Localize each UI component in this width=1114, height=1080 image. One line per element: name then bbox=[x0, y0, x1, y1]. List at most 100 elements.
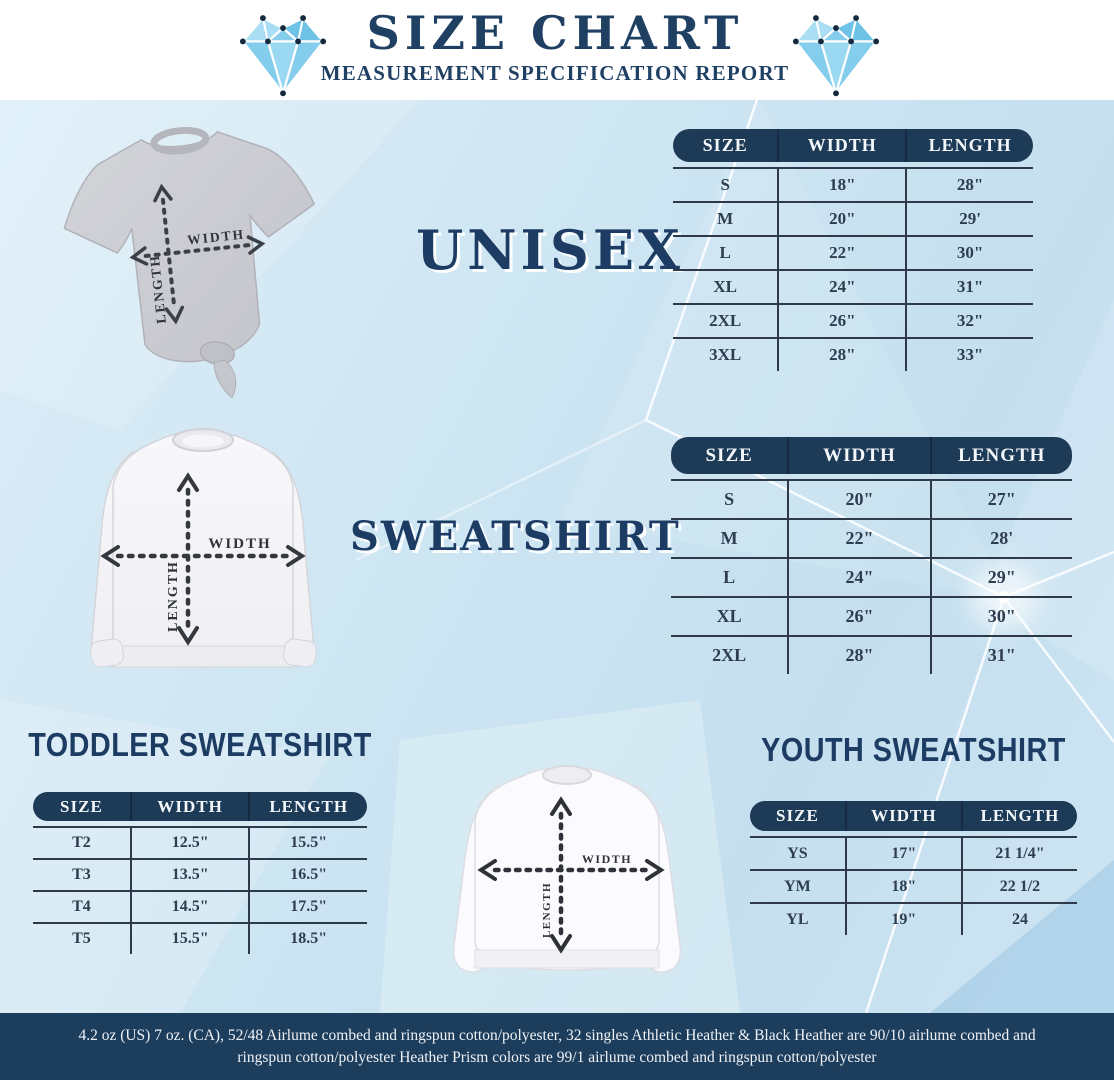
toddler-size-table: SIZE WIDTH LENGTH T2 12.5" 15.5" T3 13.5" 16.5" T… bbox=[33, 792, 367, 954]
footer-fabric-note: 4.2 oz (US) 7 oz. (CA), 52/48 Airlume co… bbox=[0, 1013, 1114, 1080]
toddler-hem bbox=[474, 949, 660, 969]
measurement-arrows bbox=[477, 796, 665, 954]
table-cell: 18" bbox=[844, 871, 961, 902]
table-header-row: SIZE WIDTH LENGTH bbox=[750, 801, 1077, 831]
table-cell: 29' bbox=[905, 203, 1033, 235]
width-arrow-label: WIDTH bbox=[208, 536, 271, 552]
table-body: S 18" 28" M 20" 29' L 22" 30" XL 24" 31" 2XL 26" 32" 3X… bbox=[673, 167, 1033, 371]
table-row: 2XL 28" 31" bbox=[671, 637, 1072, 674]
sweatshirt-collar-inner bbox=[182, 434, 224, 448]
table-cell: 30" bbox=[905, 237, 1033, 269]
section-label-toddler: TODDLER SWEATSHIRT bbox=[28, 726, 372, 764]
column-header: SIZE bbox=[776, 806, 819, 825]
table-cell: S bbox=[724, 489, 735, 509]
column-header: SIZE bbox=[702, 135, 748, 155]
table-row: T3 13.5" 16.5" bbox=[33, 860, 367, 892]
unisex-size-table: SIZE WIDTH LENGTH S 18" 28" M 20" 29' L 22" 30" XL 24… bbox=[673, 129, 1033, 371]
table-body: S 20" 27" M 22" 28' L 24" 29" XL 26" 30" 2XL 28" 31" bbox=[671, 479, 1072, 674]
table-cell: 3XL bbox=[709, 345, 742, 364]
table-row: T2 12.5" 15.5" bbox=[33, 828, 367, 860]
measurement-arrows bbox=[129, 183, 266, 325]
column-header: LENGTH bbox=[905, 129, 1033, 162]
table-row: XL 24" 31" bbox=[673, 271, 1033, 305]
sweatshirt-hem bbox=[112, 645, 294, 668]
toddler-collar bbox=[542, 765, 592, 785]
table-cell: 28" bbox=[777, 339, 905, 371]
measurement-arrows bbox=[100, 472, 306, 646]
column-header: WIDTH bbox=[844, 801, 961, 831]
table-row: T5 15.5" 18.5" bbox=[33, 924, 367, 954]
table-cell: 15.5" bbox=[129, 924, 249, 954]
table-cell: 18" bbox=[777, 169, 905, 201]
tshirt-knot-tail bbox=[213, 359, 237, 399]
table-cell: 24" bbox=[777, 271, 905, 303]
table-cell: 20" bbox=[787, 481, 929, 518]
column-header: WIDTH bbox=[777, 129, 905, 162]
tshirt-measurement-image: WIDTH LENGTH bbox=[63, 126, 316, 399]
table-cell: 30" bbox=[929, 598, 1072, 635]
tshirt-collar bbox=[150, 126, 210, 155]
table-row: YS 17" 21 1/4" bbox=[750, 838, 1077, 871]
table-cell: 31" bbox=[929, 637, 1072, 674]
table-cell: XL bbox=[713, 277, 737, 296]
table-cell: YL bbox=[786, 910, 809, 928]
table-row: M 20" 29' bbox=[673, 203, 1033, 237]
column-header: LENGTH bbox=[960, 801, 1077, 831]
table-cell: XL bbox=[716, 606, 742, 626]
table-cell: 17" bbox=[844, 838, 961, 869]
length-arrow-label: LENGTH bbox=[541, 882, 553, 938]
column-header: LENGTH bbox=[929, 437, 1072, 474]
length-arrow-label: LENGTH bbox=[147, 253, 169, 324]
table-cell: 2XL bbox=[712, 645, 747, 665]
column-header: WIDTH bbox=[129, 792, 249, 821]
table-cell: M bbox=[720, 528, 738, 548]
table-row: S 18" 28" bbox=[673, 169, 1033, 203]
length-arrow-label: LENGTH bbox=[166, 560, 181, 632]
table-cell: 29" bbox=[929, 559, 1072, 596]
header: SIZE CHART MEASUREMENT SPECIFICATION REP… bbox=[0, 0, 1114, 100]
table-cell: T2 bbox=[72, 834, 91, 851]
table-cell: 26" bbox=[777, 305, 905, 337]
table-cell: 28" bbox=[905, 169, 1033, 201]
width-arrow-label: WIDTH bbox=[582, 852, 632, 866]
sweatshirt-measurement-image: WIDTH LENGTH bbox=[90, 428, 317, 668]
table-cell: 15.5" bbox=[248, 828, 367, 858]
table-cell: 22" bbox=[777, 237, 905, 269]
page-subtitle: MEASUREMENT SPECIFICATION REPORT bbox=[320, 61, 790, 85]
footer-text-line: ringspun cotton/polyester Heather Prism … bbox=[237, 1048, 877, 1066]
table-cell: 24" bbox=[787, 559, 929, 596]
table-body: T2 12.5" 15.5" T3 13.5" 16.5" T4 14.5" 17.5" T5 15… bbox=[33, 826, 367, 954]
table-row: L 22" 30" bbox=[673, 237, 1033, 271]
table-header-row: SIZE WIDTH LENGTH bbox=[33, 792, 367, 821]
section-label-youth: YOUTH SWEATSHIRT bbox=[761, 731, 1066, 769]
table-cell: 26" bbox=[787, 598, 929, 635]
column-header: LENGTH bbox=[248, 792, 367, 821]
content-area: WIDTH LENGTH UNISEX SIZE WIDTH LENGTH S 18" 2… bbox=[0, 100, 1114, 1013]
table-row: T4 14.5" 17.5" bbox=[33, 892, 367, 924]
table-cell: 16.5" bbox=[248, 860, 367, 890]
table-cell: 14.5" bbox=[129, 892, 249, 922]
table-row: 3XL 28" 33" bbox=[673, 339, 1033, 371]
table-header-row: SIZE WIDTH LENGTH bbox=[673, 129, 1033, 162]
table-row: YL 19" 24 bbox=[750, 904, 1077, 935]
table-cell: 13.5" bbox=[129, 860, 249, 890]
table-cell: 20" bbox=[777, 203, 905, 235]
tshirt-body bbox=[63, 130, 316, 363]
table-cell: 24 bbox=[960, 904, 1077, 935]
sweatshirt-left-cuff bbox=[90, 638, 124, 668]
column-header: SIZE bbox=[705, 444, 753, 466]
table-cell: 19" bbox=[844, 904, 961, 935]
diamond-icon bbox=[792, 15, 880, 97]
page-title: SIZE CHART bbox=[366, 6, 744, 60]
youth-size-table: SIZE WIDTH LENGTH YS 17" 21 1/4" YM 18" 22 1/2 YL… bbox=[750, 801, 1077, 935]
table-cell: 17.5" bbox=[248, 892, 367, 922]
table-row: YM 18" 22 1/2 bbox=[750, 871, 1077, 904]
table-cell: T3 bbox=[72, 866, 91, 883]
table-row: 2XL 26" 32" bbox=[673, 305, 1033, 339]
diamond-icon bbox=[239, 15, 327, 97]
table-row: XL 26" 30" bbox=[671, 598, 1072, 637]
table-cell: 32" bbox=[905, 305, 1033, 337]
table-row: L 24" 29" bbox=[671, 559, 1072, 598]
table-cell: 12.5" bbox=[129, 828, 249, 858]
